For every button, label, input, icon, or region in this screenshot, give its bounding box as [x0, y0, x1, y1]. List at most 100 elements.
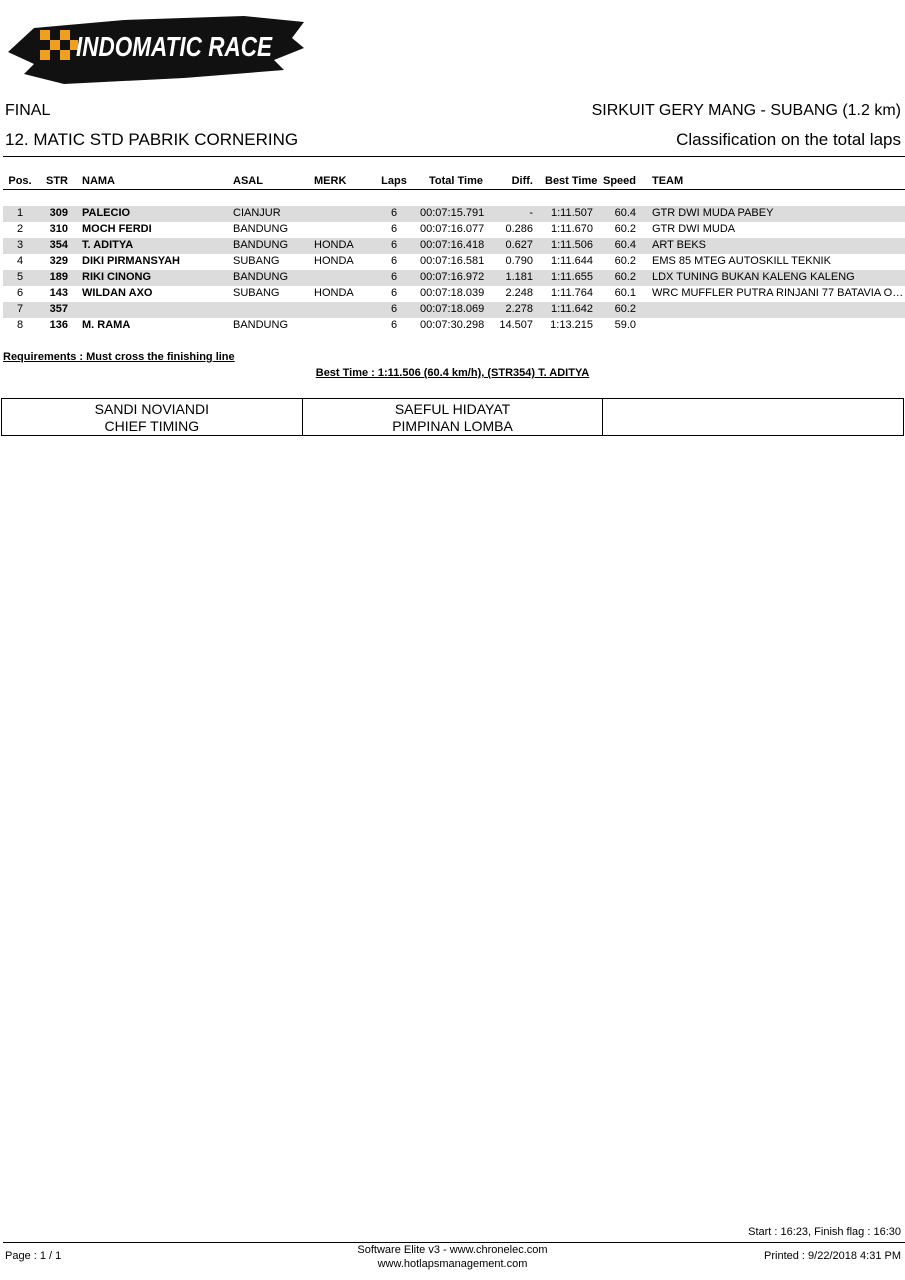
cell-best-time: 1:11.644 [550, 255, 593, 267]
cell-team: GTR DWI MUDA PABEY [652, 207, 774, 219]
table-row: 6 143 WILDAN AXO SUBANG HONDA 6 00:07:18.039 2.… [3, 286, 905, 302]
cell-total-time: 00:07:18.039 [420, 287, 485, 299]
cell-total-time: 00:07:16.581 [420, 255, 485, 267]
cell-asal: BANDUNG [233, 223, 289, 235]
cell-asal: CIANJUR [233, 207, 281, 219]
classification-label: Classification on the total laps [676, 130, 901, 149]
cell-pos: 1 [16, 207, 24, 219]
cell-speed: 59.0 [614, 319, 636, 331]
cell-str: 357 [49, 303, 68, 315]
signer-role: CHIEF TIMING [104, 418, 200, 434]
table-row: 3 354 T. ADITYA BANDUNG HONDA 6 00:07:16.418 0.… [3, 238, 905, 254]
cell-laps: 6 [390, 223, 398, 235]
footer-divider [3, 1242, 905, 1243]
table-row: 2 310 MOCH FERDI BANDUNG 6 00:07:16.077 0.286 1… [3, 222, 905, 238]
cell-str: 310 [49, 223, 68, 235]
table-row: 7 357 6 00:07:18.069 2.278 1:11.642 60.2 [3, 302, 905, 318]
cell-best-time: 1:11.764 [550, 287, 593, 299]
cell-speed: 60.2 [614, 303, 636, 315]
cell-diff: 14.507 [499, 319, 533, 331]
indomatic-race-logo: INDOMATIC RACE [8, 16, 304, 84]
cell-nama: M. RAMA [82, 319, 131, 331]
column-header-total-time: Total Time [429, 175, 483, 187]
cell-str: 143 [49, 287, 68, 299]
cell-pos: 5 [16, 271, 24, 283]
cell-asal: BANDUNG [233, 239, 289, 251]
cell-pos: 6 [16, 287, 24, 299]
cell-best-time: 1:11.506 [550, 239, 593, 251]
circuit-label: SIRKUIT GERY MANG - SUBANG (1.2 km) [591, 102, 901, 119]
cell-best-time: 1:11.507 [550, 207, 593, 219]
column-header-team: TEAM [652, 175, 684, 187]
cell-laps: 6 [390, 255, 398, 267]
cell-laps: 6 [390, 239, 398, 251]
cell-pos: 4 [16, 255, 24, 267]
cell-team: EMS 85 MTEG AUTOSKILL TEKNIK [652, 255, 831, 267]
cell-nama: PALECIO [82, 207, 131, 219]
cell-best-time: 1:13.215 [550, 319, 593, 331]
cell-total-time: 00:07:30.298 [420, 319, 485, 331]
column-header-best-time: Best Time [545, 175, 598, 187]
column-header-laps: Laps [381, 175, 407, 187]
cell-merk: HONDA [314, 287, 354, 299]
column-header-str: STR [46, 175, 68, 187]
column-header-nama: NAMA [82, 175, 115, 187]
table-row: 5 189 RIKI CINONG BANDUNG 6 00:07:16.972 1.181… [3, 270, 905, 286]
cell-speed: 60.4 [614, 239, 636, 251]
cell-best-time: 1:11.642 [550, 303, 593, 315]
cell-diff: 2.278 [505, 303, 533, 315]
cell-speed: 60.2 [614, 255, 636, 267]
cell-nama: MOCH FERDI [82, 223, 152, 235]
cell-total-time: 00:07:16.077 [420, 223, 485, 235]
cell-speed: 60.4 [614, 207, 636, 219]
best-time-note: Best Time : 1:11.506 (60.4 km/h), (STR35… [315, 367, 590, 379]
cell-asal: BANDUNG [233, 319, 289, 331]
printed-date: Printed : 9/22/2018 4:31 PM [764, 1250, 901, 1262]
cell-str: 354 [49, 239, 68, 251]
header-divider [3, 189, 905, 190]
cell-diff: 0.790 [505, 255, 533, 267]
cell-diff: - [529, 207, 533, 219]
cell-diff: 0.286 [505, 223, 533, 235]
column-header-pos: Pos. [8, 175, 32, 187]
signer-role: PIMPINAN LOMBA [392, 418, 513, 434]
cell-speed: 60.1 [614, 287, 636, 299]
signature-cell [603, 399, 903, 435]
logo-text: INDOMATIC RACE [76, 31, 273, 62]
column-header-asal: ASAL [233, 175, 263, 187]
table-row: 8 136 M. RAMA BANDUNG 6 00:07:30.298 14.507 1:1… [3, 318, 905, 334]
cell-team: WRC MUFFLER PUTRA RINJANI 77 BATAVIA O… [652, 287, 904, 299]
cell-best-time: 1:11.670 [550, 223, 593, 235]
cell-total-time: 00:07:16.418 [420, 239, 485, 251]
cell-total-time: 00:07:18.069 [420, 303, 485, 315]
cell-best-time: 1:11.655 [550, 271, 593, 283]
cell-laps: 6 [390, 319, 398, 331]
cell-str: 309 [49, 207, 68, 219]
cell-merk: HONDA [314, 255, 354, 267]
cell-diff: 2.248 [505, 287, 533, 299]
cell-team: LDX TUNING BUKAN KALENG KALENG [652, 271, 855, 283]
cell-pos: 7 [16, 303, 24, 315]
cell-asal: BANDUNG [233, 271, 289, 283]
cell-nama: WILDAN AXO [82, 287, 153, 299]
cell-diff: 0.627 [505, 239, 533, 251]
cell-nama: DIKI PIRMANSYAH [82, 255, 180, 267]
cell-total-time: 00:07:15.791 [420, 207, 485, 219]
software-credit: Software Elite v3 - www.chronelec.com [357, 1244, 548, 1256]
stage-label: FINAL [5, 102, 51, 119]
cell-speed: 60.2 [614, 223, 636, 235]
cell-team: ART BEKS [652, 239, 707, 251]
cell-nama: RIKI CINONG [82, 271, 152, 283]
cell-str: 189 [49, 271, 68, 283]
cell-laps: 6 [390, 271, 398, 283]
website-link: www.hotlapsmanagement.com [377, 1258, 528, 1270]
signer-name: SAEFUL HIDAYAT [394, 401, 511, 417]
column-header-speed: Speed [602, 175, 636, 187]
cell-str: 329 [49, 255, 68, 267]
column-header-merk: MERK [314, 175, 347, 187]
cell-str: 136 [49, 319, 68, 331]
cell-diff: 1.181 [505, 271, 533, 283]
cell-laps: 6 [390, 303, 398, 315]
signature-cell: SANDI NOVIANDI CHIEF TIMING [2, 399, 303, 435]
